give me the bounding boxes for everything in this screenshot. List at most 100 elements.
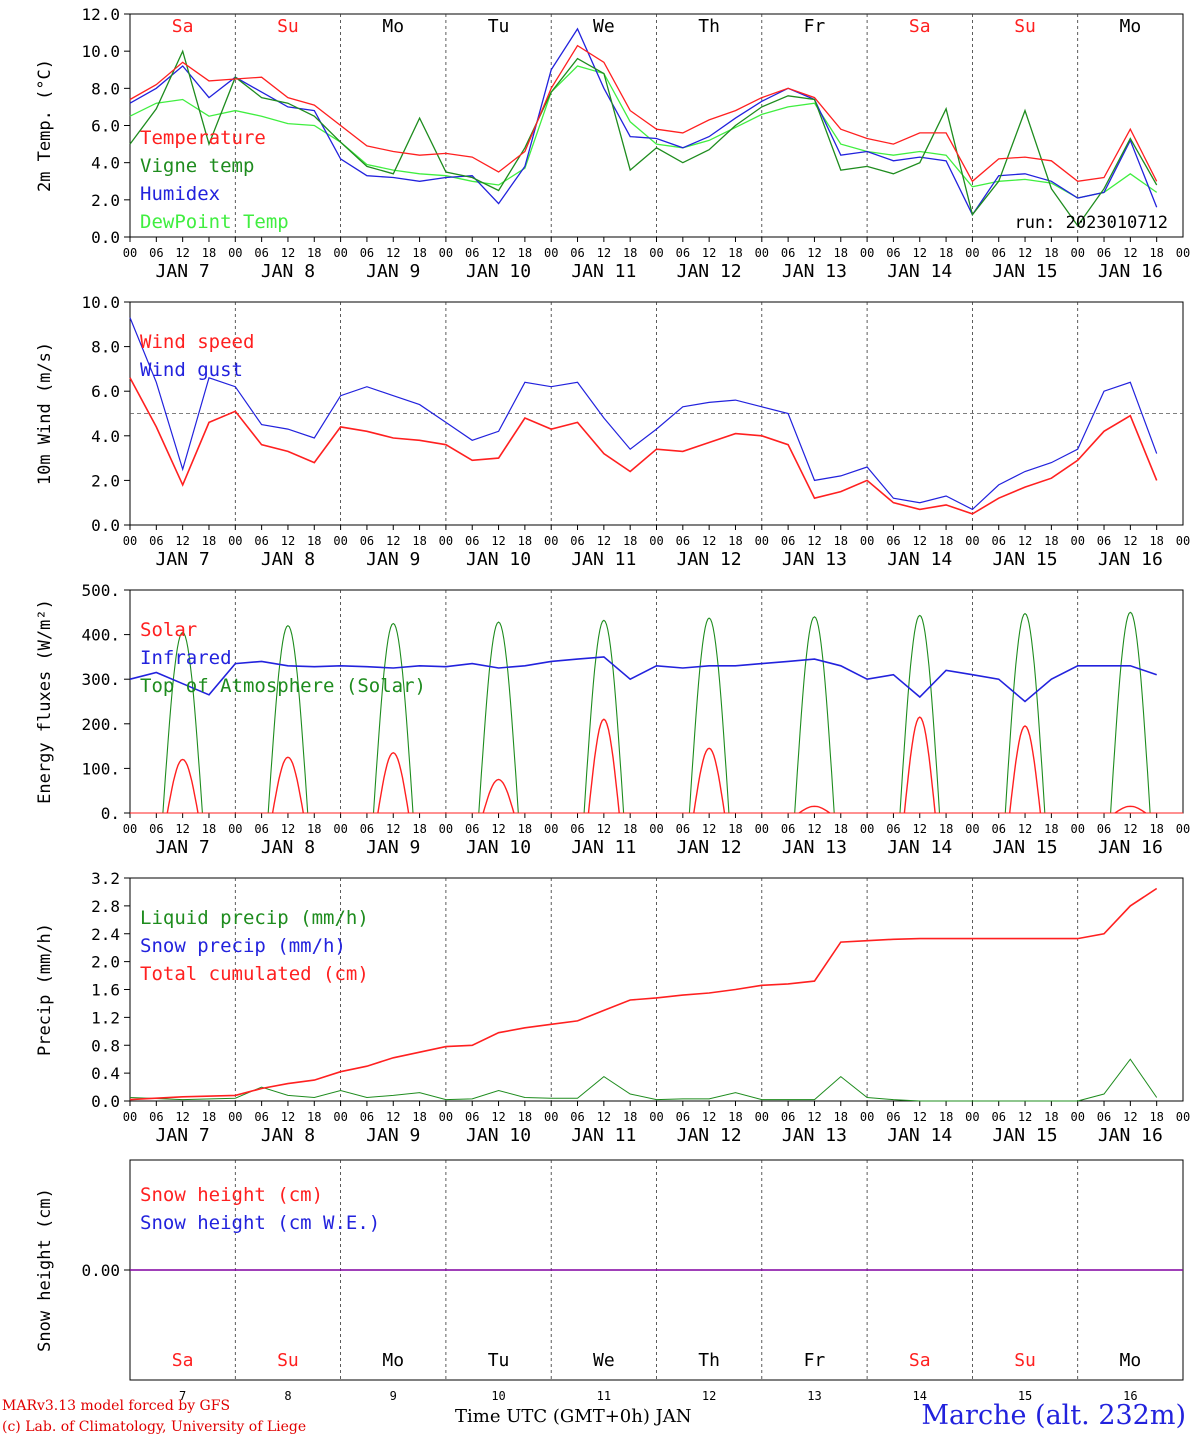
hour-tick-label: 18	[834, 1110, 848, 1124]
hour-tick-label: 00	[965, 1110, 979, 1124]
hour-tick-label: 18	[834, 534, 848, 548]
hour-tick-label: 00	[649, 1110, 663, 1124]
date-label: JAN 11	[571, 1125, 636, 1146]
day-of-week-label: Th	[698, 1350, 720, 1371]
date-label: JAN 8	[261, 837, 315, 858]
hour-tick-label: 18	[623, 246, 637, 260]
series-line-dewpoint-temp	[129, 65, 1158, 199]
hour-tick-label: 06	[781, 822, 795, 836]
date-label: JAN 7	[156, 837, 210, 858]
date-label: JAN 9	[366, 837, 420, 858]
day-of-week-label: Tu	[488, 16, 510, 37]
hour-tick-label: 12	[491, 534, 505, 548]
hour-tick-label: 18	[202, 1110, 216, 1124]
hour-tick-label: 06	[465, 534, 479, 548]
hour-tick-label: 00	[860, 1110, 874, 1124]
date-label: JAN 14	[887, 837, 952, 858]
hour-tick-label: 18	[518, 534, 532, 548]
y-axis-label: Snow height (cm)	[35, 1188, 55, 1352]
hour-tick-label: 06	[360, 534, 374, 548]
y-tick-label: 2.8	[91, 897, 120, 916]
day-of-week-label: Mo	[1120, 1350, 1142, 1371]
hour-tick-label: 12	[281, 534, 295, 548]
date-label: JAN 8	[261, 549, 315, 570]
date-label: JAN 15	[993, 549, 1058, 570]
hour-tick-label: 06	[886, 534, 900, 548]
hour-tick-label: 06	[781, 1110, 795, 1124]
hour-tick-label: 12	[807, 534, 821, 548]
day-number-label: 7	[179, 1389, 186, 1403]
y-tick-label: 6.0	[91, 382, 120, 401]
day-of-week-label: Th	[698, 16, 720, 37]
hour-tick-label: 12	[1018, 246, 1032, 260]
hour-tick-label: 06	[465, 246, 479, 260]
hour-tick-label: 12	[175, 822, 189, 836]
y-tick-label: 0.0	[91, 516, 120, 535]
hour-tick-label: 06	[465, 1110, 479, 1124]
hour-tick-label: 00	[860, 534, 874, 548]
hour-tick-label: 00	[649, 534, 663, 548]
hour-tick-label: 00	[649, 822, 663, 836]
hour-tick-label: 18	[939, 246, 953, 260]
date-label: JAN 8	[261, 261, 315, 282]
hour-tick-label: 06	[254, 534, 268, 548]
hour-tick-label: 12	[913, 822, 927, 836]
hour-tick-label: 12	[386, 1110, 400, 1124]
series-line-humidex	[129, 27, 1158, 216]
y-tick-label: 500.	[81, 581, 120, 600]
date-label: JAN 16	[1098, 549, 1163, 570]
hour-tick-label: 06	[360, 822, 374, 836]
hour-tick-label: 06	[886, 246, 900, 260]
legend-entry: Total cumulated (cm)	[140, 963, 369, 985]
hour-tick-label: 06	[149, 1110, 163, 1124]
legend-entry: Vigne temp	[140, 155, 254, 177]
date-label: JAN 12	[677, 837, 742, 858]
date-label: JAN 12	[677, 1125, 742, 1146]
legend-entry: Solar	[140, 619, 197, 641]
y-tick-label: 2.0	[91, 953, 120, 972]
date-label: JAN 11	[571, 549, 636, 570]
day-number-label: 9	[390, 1389, 397, 1403]
hour-tick-label: 00	[755, 534, 769, 548]
y-tick-label: 3.2	[91, 869, 120, 888]
date-label: JAN 7	[156, 549, 210, 570]
hour-tick-label: 00	[755, 822, 769, 836]
hour-tick-label: 00	[544, 534, 558, 548]
legend-entry: Infrared	[140, 647, 232, 669]
legend-entry: Humidex	[140, 183, 220, 205]
hour-tick-label: 00	[333, 1110, 347, 1124]
y-tick-label: 4.0	[91, 154, 120, 173]
hour-tick-label: 18	[939, 534, 953, 548]
hour-tick-label: 00	[755, 246, 769, 260]
day-number-label: 16	[1123, 1389, 1137, 1403]
hour-tick-label: 12	[913, 246, 927, 260]
hour-tick-label: 12	[1123, 1110, 1137, 1124]
series-line-wind-gust	[129, 317, 1158, 511]
hour-tick-label: 06	[1097, 822, 1111, 836]
hour-tick-label: 00	[228, 534, 242, 548]
run-annotation: run: 2023010712	[1014, 213, 1168, 233]
hour-tick-label: 00	[228, 822, 242, 836]
series-line-liquid-precip-mm-h-	[129, 1058, 1158, 1102]
hour-tick-label: 18	[728, 246, 742, 260]
hour-tick-label: 06	[570, 246, 584, 260]
hour-tick-label: 12	[491, 246, 505, 260]
hour-tick-label: 12	[491, 822, 505, 836]
day-of-week-label: Sa	[909, 16, 931, 37]
hour-tick-label: 06	[676, 1110, 690, 1124]
hour-tick-label: 12	[807, 246, 821, 260]
day-number-label: 11	[597, 1389, 611, 1403]
y-tick-label: 8.0	[91, 338, 120, 357]
hour-tick-label: 06	[991, 1110, 1005, 1124]
date-label: JAN 16	[1098, 1125, 1163, 1146]
hour-tick-label: 18	[623, 534, 637, 548]
hour-tick-label: 18	[1044, 246, 1058, 260]
day-of-week-label: Sa	[172, 1350, 194, 1371]
hour-tick-label: 12	[386, 246, 400, 260]
hour-tick-label: 06	[360, 246, 374, 260]
hour-tick-label: 18	[1044, 534, 1058, 548]
hour-tick-label: 12	[281, 246, 295, 260]
y-tick-label: 300.	[81, 670, 120, 689]
series-line-top-of-atmosphere	[162, 611, 1151, 814]
day-of-week-label: Fr	[804, 1350, 826, 1371]
